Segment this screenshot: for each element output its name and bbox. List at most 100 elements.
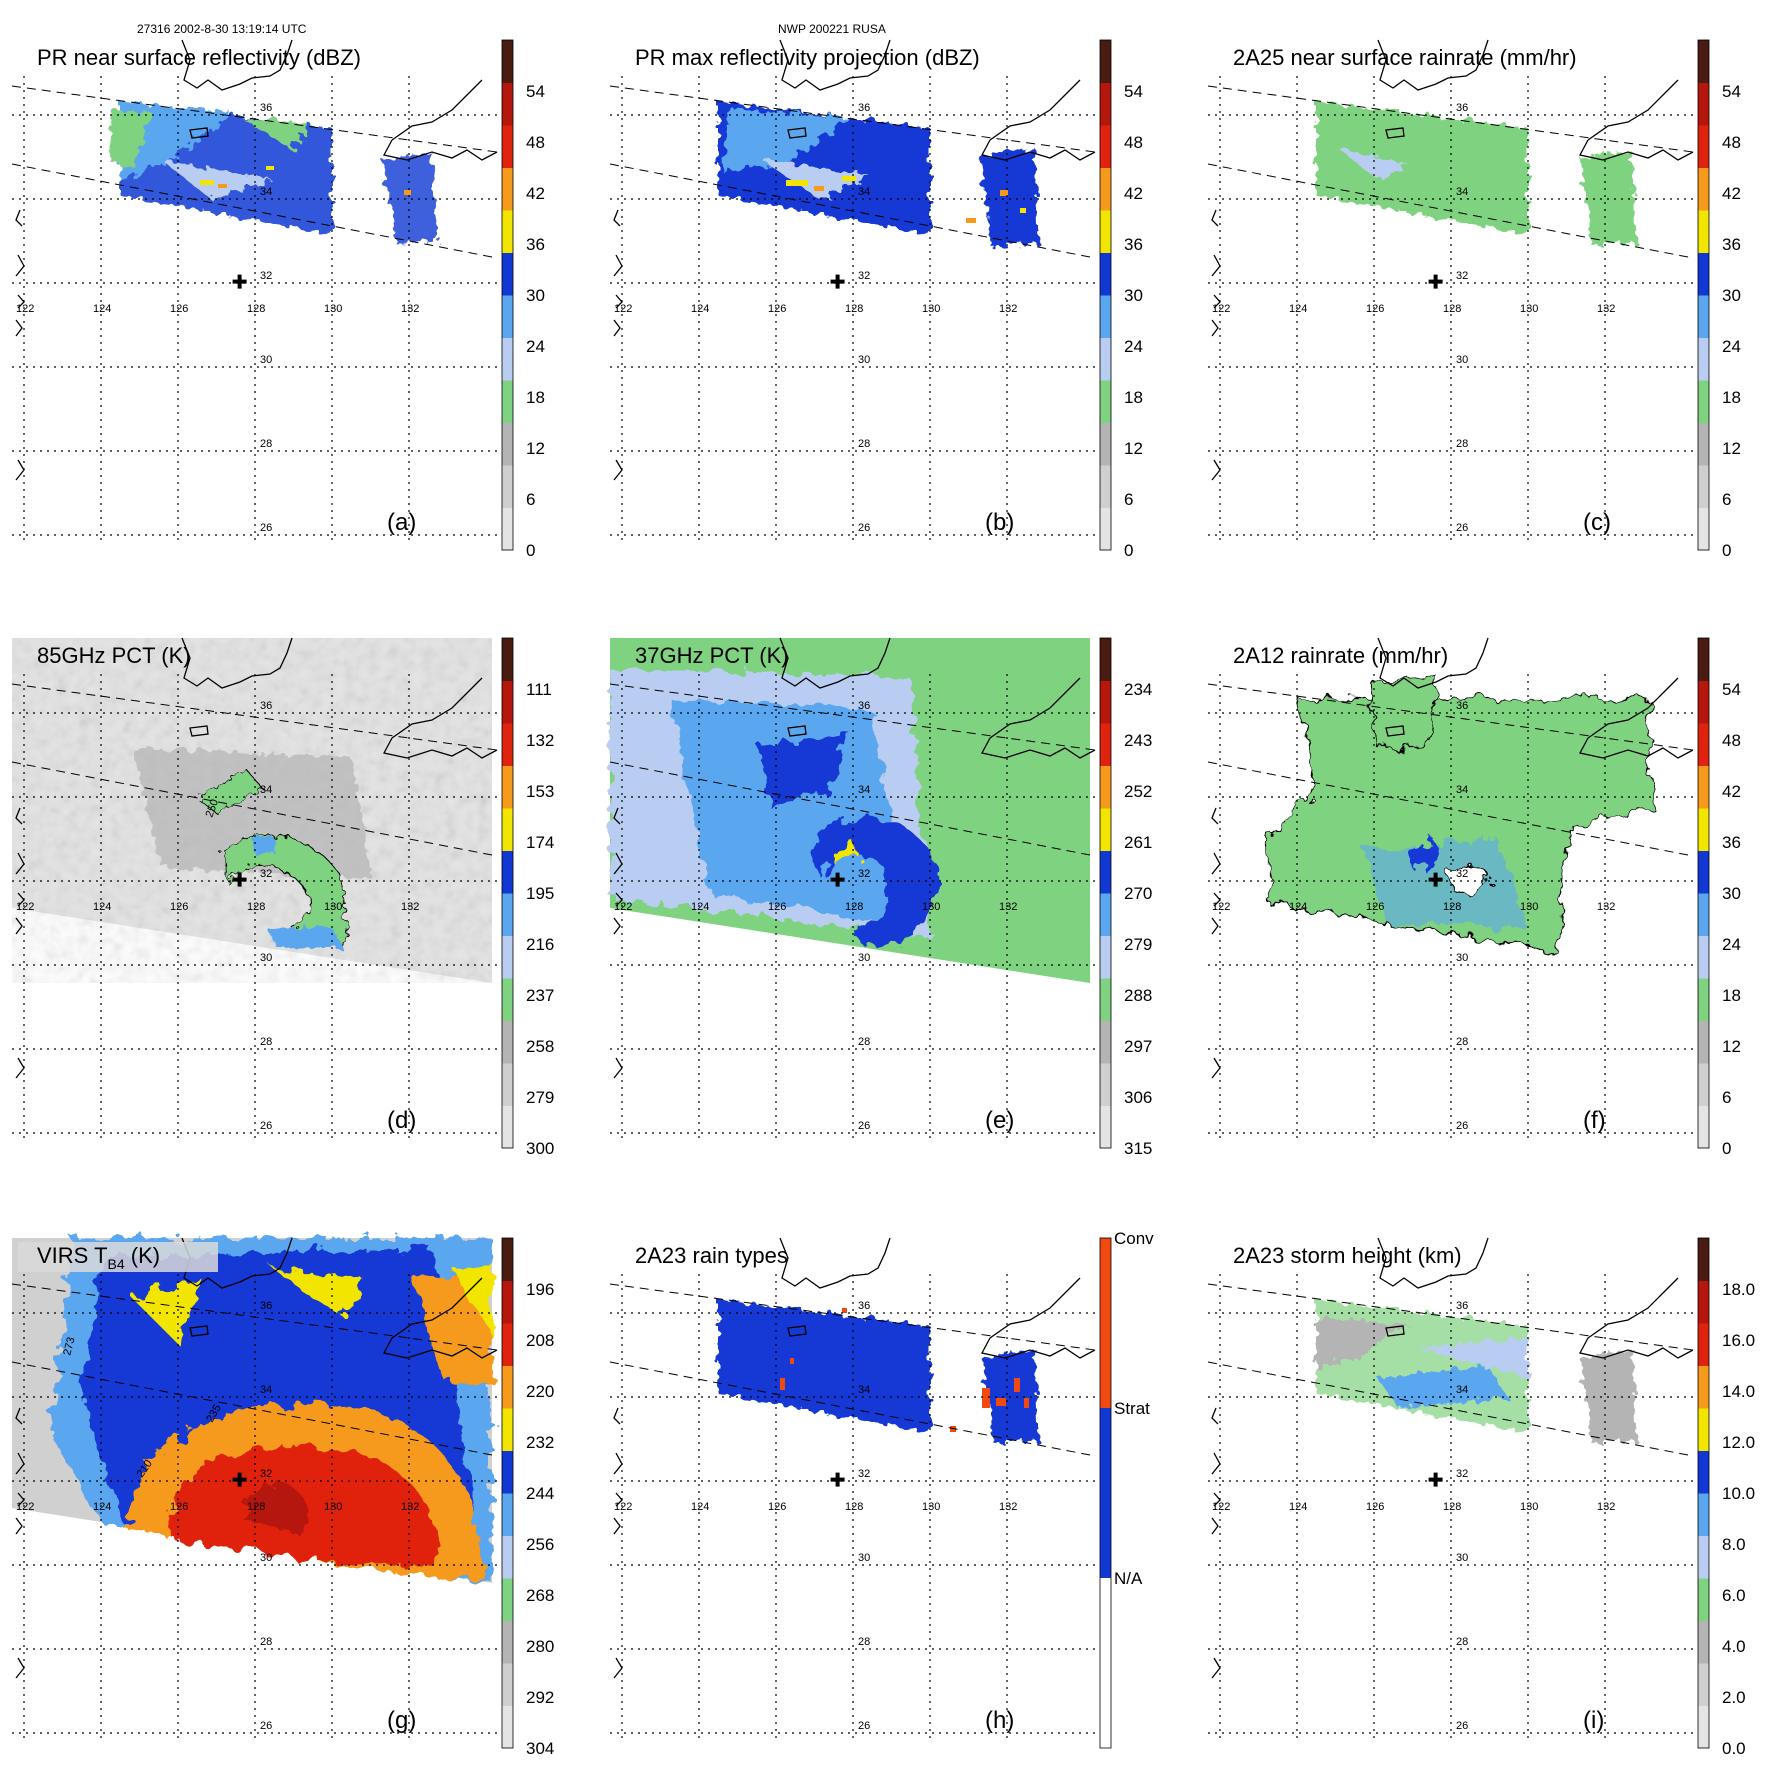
colorbar-segment (1100, 380, 1111, 423)
lon-tick-label: 126 (1366, 901, 1384, 913)
lon-tick-label: 126 (1366, 1501, 1384, 1513)
lon-tick-label: 126 (170, 303, 188, 315)
colorbar-segment (502, 808, 513, 851)
lat-tick-label: 36 (858, 102, 870, 114)
lat-tick-label: 32 (260, 868, 272, 880)
lat-tick-label: 30 (858, 1552, 870, 1564)
colorbar-segment (502, 935, 513, 979)
colorbar-segment (1100, 680, 1111, 724)
lat-tick-label: 28 (1456, 1636, 1468, 1648)
colorbar-segment (1698, 507, 1709, 551)
lon-tick-label: 122 (16, 1501, 34, 1513)
lon-tick-label: 130 (922, 901, 940, 913)
colorbar-tick-label: 36 (1722, 235, 1741, 254)
coastlines (15, 39, 498, 481)
panel-g-label: (g) (387, 1707, 416, 1734)
lon-tick-label: 122 (1212, 901, 1230, 913)
china-coastline (1211, 1407, 1221, 1679)
panel-e-field (610, 668, 940, 948)
lon-tick-label: 128 (1443, 1501, 1461, 1513)
colorbar-segment (502, 422, 513, 466)
colorbar-tick-label: 6 (526, 490, 535, 509)
colorbar-frame (501, 1237, 514, 1749)
lon-tick-label: 126 (170, 901, 188, 913)
lon-tick-label: 126 (170, 1501, 188, 1513)
colorbar-tick-label: 54 (1124, 82, 1143, 101)
colorbar-segment (1698, 1663, 1709, 1706)
korea-coastline (181, 637, 293, 689)
lon-tick-label: 130 (1520, 1501, 1538, 1513)
colorbar-tick-label: 48 (1722, 133, 1741, 152)
colorbar-segment (502, 40, 513, 83)
colorbar-tick-label: 232 (526, 1433, 554, 1452)
colorbar-tick-label: 24 (1124, 337, 1143, 356)
panel-g-title: VIRS TB4 (K) (37, 1243, 160, 1272)
lon-tick-label: 130 (1520, 303, 1538, 315)
swath-edge (1207, 1283, 1694, 1351)
lat-tick-label: 26 (1456, 522, 1468, 534)
colorbar-tick-label: 279 (1124, 935, 1152, 954)
colorbar-segment (502, 337, 513, 381)
panel-g-field (52, 1238, 492, 1583)
storm-center-marker (830, 872, 845, 887)
colorbar-segment (1100, 507, 1111, 551)
colorbar-tick-label: 258 (526, 1037, 554, 1056)
colorbar-tick-label: 42 (1124, 184, 1143, 203)
storm-center-marker (830, 1472, 845, 1487)
lat-tick-label: 36 (858, 700, 870, 712)
lon-tick-label: 122 (16, 303, 34, 315)
colorbar-segment (1100, 638, 1111, 681)
lon-tick-label: 124 (1289, 303, 1307, 315)
colorbar-segment (502, 1535, 513, 1579)
colorbar-3: 111 132 153 174 195 216 237 258 279 300 (501, 637, 554, 1158)
colorbar-segment (1100, 808, 1111, 851)
coastlines (1211, 1237, 1694, 1679)
lon-tick-label: 130 (922, 1501, 940, 1513)
panel-d-title: 85GHz PCT (K) (37, 643, 191, 668)
swath-edge (1207, 163, 1694, 259)
swath-edge (609, 85, 1096, 153)
panel-c-field (1316, 102, 1636, 246)
panel-d-label: (d) (387, 1107, 416, 1134)
lat-tick-label: 36 (260, 1300, 272, 1312)
swath-edge (11, 761, 498, 857)
colorbar-tick-label: 30 (1124, 286, 1143, 305)
colorbar-segment (1100, 978, 1111, 1021)
lat-tick-label: 34 (260, 784, 272, 796)
lon-tick-label: 126 (768, 901, 786, 913)
lon-tick-label: 128 (845, 1501, 863, 1513)
colorbar-tick-label: 12 (526, 439, 545, 458)
china-coastline (613, 209, 623, 481)
colorbar-tick-label: 6.0 (1722, 1586, 1746, 1605)
panel-c-title: 2A25 near surface rainrate (mm/hr) (1233, 45, 1577, 70)
colorbar-tick-label: 12 (1722, 1037, 1741, 1056)
map-grid: 122 124 126 128 130 132 36 34 32 30 28 26 (11, 1274, 498, 1743)
map-grid: 122 124 126 128 130 132 36 34 32 30 28 26 (1207, 674, 1694, 1143)
korea-coastline (779, 39, 891, 91)
colorbar-6: 196 208 220 232 244 256 268 280 292 304 (501, 1237, 554, 1758)
colorbar-segment (1698, 1365, 1709, 1409)
panel-b-field (718, 102, 1038, 248)
colorbar-tick-label: 36 (526, 235, 545, 254)
colorbar-tick-label: 234 (1124, 680, 1152, 699)
colorbar-tick-label: 30 (1722, 286, 1741, 305)
colorbar-tick-label: 244 (526, 1484, 554, 1503)
lat-tick-label: 30 (260, 354, 272, 366)
colorbar-segment (502, 252, 513, 296)
lon-tick-label: 132 (401, 303, 419, 315)
coastlines (15, 1237, 498, 1679)
lat-tick-label: 30 (260, 1552, 272, 1564)
colorbar-tick-label: 0 (526, 541, 535, 560)
lat-tick-label: 26 (1456, 1120, 1468, 1132)
colorbar-segment (1698, 1535, 1709, 1579)
colorbar-tick-label: 18 (1722, 986, 1741, 1005)
panel-a-hotcells (200, 166, 411, 195)
japan-coastline (1579, 1277, 1694, 1359)
swath-edge (11, 1361, 498, 1457)
colorbar-segment (502, 1493, 513, 1536)
china-coastline (613, 1407, 623, 1679)
colorbar-segment (1100, 765, 1111, 809)
lat-tick-label: 36 (260, 102, 272, 114)
